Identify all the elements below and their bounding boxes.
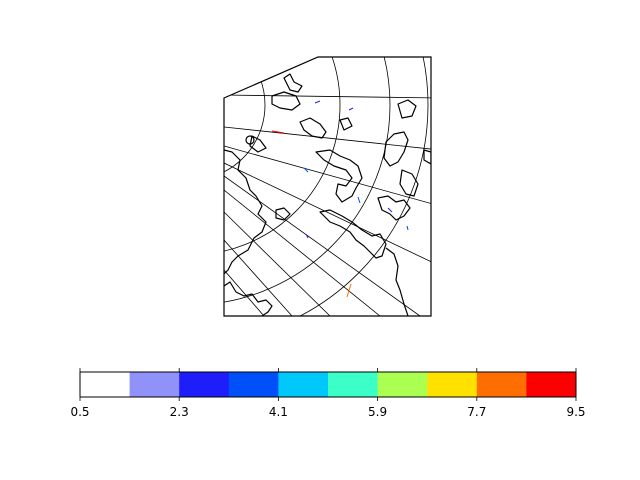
wind-marks xyxy=(271,100,409,298)
latitude-lines xyxy=(224,57,429,316)
map-frame xyxy=(223,56,432,317)
wind-mark xyxy=(357,196,361,204)
island-coastline xyxy=(275,207,291,221)
colorbar-tick-label: 9.5 xyxy=(566,405,585,419)
colorbar-segment xyxy=(80,372,131,397)
colorbar-segment xyxy=(328,372,379,397)
wind-mark xyxy=(303,167,309,173)
latitude-circle xyxy=(224,57,266,181)
meridian-line xyxy=(224,175,421,316)
latitude-circle xyxy=(224,57,341,256)
coastline xyxy=(423,149,431,165)
island-coastline xyxy=(245,135,255,145)
colorbar-segment xyxy=(526,372,577,397)
latitude-circle xyxy=(224,57,429,316)
colorbar: 0.5 2.3 4.1 5.9 7.7 9.5 xyxy=(70,368,586,419)
island-coastline xyxy=(397,99,417,119)
latitude-circle xyxy=(224,57,391,306)
meridian-line xyxy=(224,145,431,207)
meridian-line xyxy=(224,239,293,316)
colorbar-segment xyxy=(476,372,527,397)
wind-mark xyxy=(348,107,354,111)
coastline xyxy=(315,149,363,203)
colorbar-tick-label: 2.3 xyxy=(170,405,189,419)
island-coastline xyxy=(283,73,303,93)
meridian-line xyxy=(224,269,265,316)
coastline xyxy=(385,247,409,316)
wind-mark xyxy=(346,283,352,298)
island-coastline xyxy=(299,117,327,139)
island-coastline xyxy=(383,131,409,167)
colorbar-tick-label: 0.5 xyxy=(70,405,89,419)
meridian-line xyxy=(224,189,381,316)
colorbar-segment xyxy=(278,372,329,397)
coastline xyxy=(377,195,411,221)
meridian-line xyxy=(224,126,431,151)
meridian-line xyxy=(224,211,331,316)
wind-mark xyxy=(305,233,309,239)
colorbar-frame xyxy=(79,371,577,398)
coastline xyxy=(224,149,267,275)
wind-mark xyxy=(271,130,285,134)
colorbar-segment xyxy=(129,372,180,397)
colorbar-segment xyxy=(427,372,478,397)
coastline xyxy=(399,169,419,197)
meridian-line xyxy=(224,94,431,99)
island-coastline xyxy=(271,91,301,111)
coastline xyxy=(319,209,387,259)
colorbar-tick-label: 4.1 xyxy=(269,405,288,419)
wind-mark xyxy=(314,100,321,104)
colorbar-segment xyxy=(179,372,230,397)
colorbar-segment xyxy=(228,372,279,397)
map-panel xyxy=(224,57,431,316)
island-coastline xyxy=(249,135,267,153)
colorbar-tick-label: 5.9 xyxy=(368,405,387,419)
meridian-line xyxy=(224,162,431,267)
coastline xyxy=(224,281,273,316)
meridian-lines xyxy=(224,94,431,316)
colorbar-segment xyxy=(377,372,428,397)
island-coastline xyxy=(339,117,353,131)
coastlines xyxy=(224,73,431,316)
wind-mark xyxy=(387,207,393,213)
colorbar-tick-label: 7.7 xyxy=(467,405,486,419)
wind-mark xyxy=(406,225,409,231)
